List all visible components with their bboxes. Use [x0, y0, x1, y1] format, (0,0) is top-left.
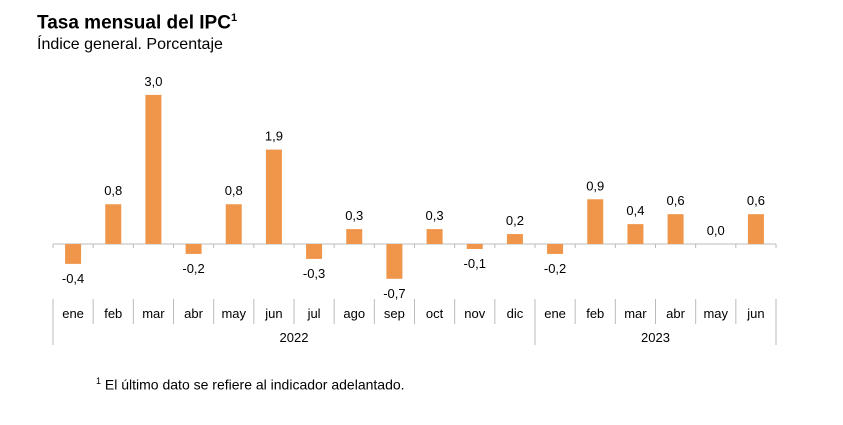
category-label: feb	[586, 306, 604, 321]
data-label: 0,9	[586, 178, 604, 193]
bar	[306, 244, 323, 259]
data-label: -0,3	[303, 266, 325, 281]
bar	[105, 204, 122, 244]
data-label: -0,1	[464, 256, 486, 271]
data-label: 1,9	[265, 129, 283, 144]
category-label: ene	[544, 306, 566, 321]
category-label: ago	[343, 306, 365, 321]
bar	[747, 214, 764, 244]
data-label: 0,2	[506, 213, 524, 228]
data-label: 0,8	[104, 183, 122, 198]
data-label: 0,3	[426, 208, 444, 223]
category-label: mar	[624, 306, 647, 321]
category-label: sep	[384, 306, 405, 321]
data-label: 0,6	[667, 193, 685, 208]
title-text: Tasa mensual del IPC	[37, 12, 231, 34]
group-label: 2022	[280, 330, 309, 345]
bar	[346, 229, 363, 244]
category-label: abr	[184, 306, 203, 321]
data-label: 0,4	[626, 203, 644, 218]
data-label: -0,4	[62, 271, 84, 286]
category-label: mar	[142, 306, 165, 321]
title-superscript: 1	[230, 12, 238, 24]
category-label: dic	[507, 306, 524, 321]
category-label: abr	[666, 306, 685, 321]
bar	[587, 199, 604, 244]
category-label: may	[703, 306, 728, 321]
category-label: jun	[264, 306, 282, 321]
category-label: ene	[62, 306, 84, 321]
data-label: 0,0	[707, 223, 725, 238]
bar	[627, 224, 644, 244]
category-label: nov	[464, 306, 485, 321]
chart-subtitle: Índice general. Porcentaje	[37, 36, 223, 53]
bar	[225, 204, 242, 244]
data-label: 0,8	[225, 183, 243, 198]
bar	[185, 244, 202, 254]
category-label: jul	[307, 306, 321, 321]
category-label: oct	[426, 306, 444, 321]
bar	[145, 94, 162, 245]
group-label: 2023	[641, 330, 670, 345]
footnote-text: El último dato se refiere al indicador a…	[104, 376, 405, 393]
bar	[547, 244, 564, 254]
footnote-mark: 1	[96, 376, 102, 386]
category-label: feb	[104, 306, 122, 321]
data-label: 0,3	[345, 208, 363, 223]
category-label: jun	[746, 306, 764, 321]
data-label: -0,2	[544, 261, 566, 276]
bar	[386, 244, 403, 279]
bar	[466, 244, 483, 249]
bar	[426, 229, 443, 244]
bar	[265, 149, 282, 244]
bar	[506, 234, 523, 244]
chart-title: Tasa mensual del IPC1	[37, 12, 237, 34]
bar	[667, 214, 684, 244]
bar	[65, 244, 82, 264]
data-label: 0,6	[747, 193, 765, 208]
data-label: -0,2	[182, 261, 204, 276]
data-label: -0,7	[383, 286, 405, 301]
category-label: may	[221, 306, 246, 321]
data-label: 3,0	[144, 74, 162, 89]
footnote: 1 El último dato se refiere al indicador…	[96, 376, 405, 393]
